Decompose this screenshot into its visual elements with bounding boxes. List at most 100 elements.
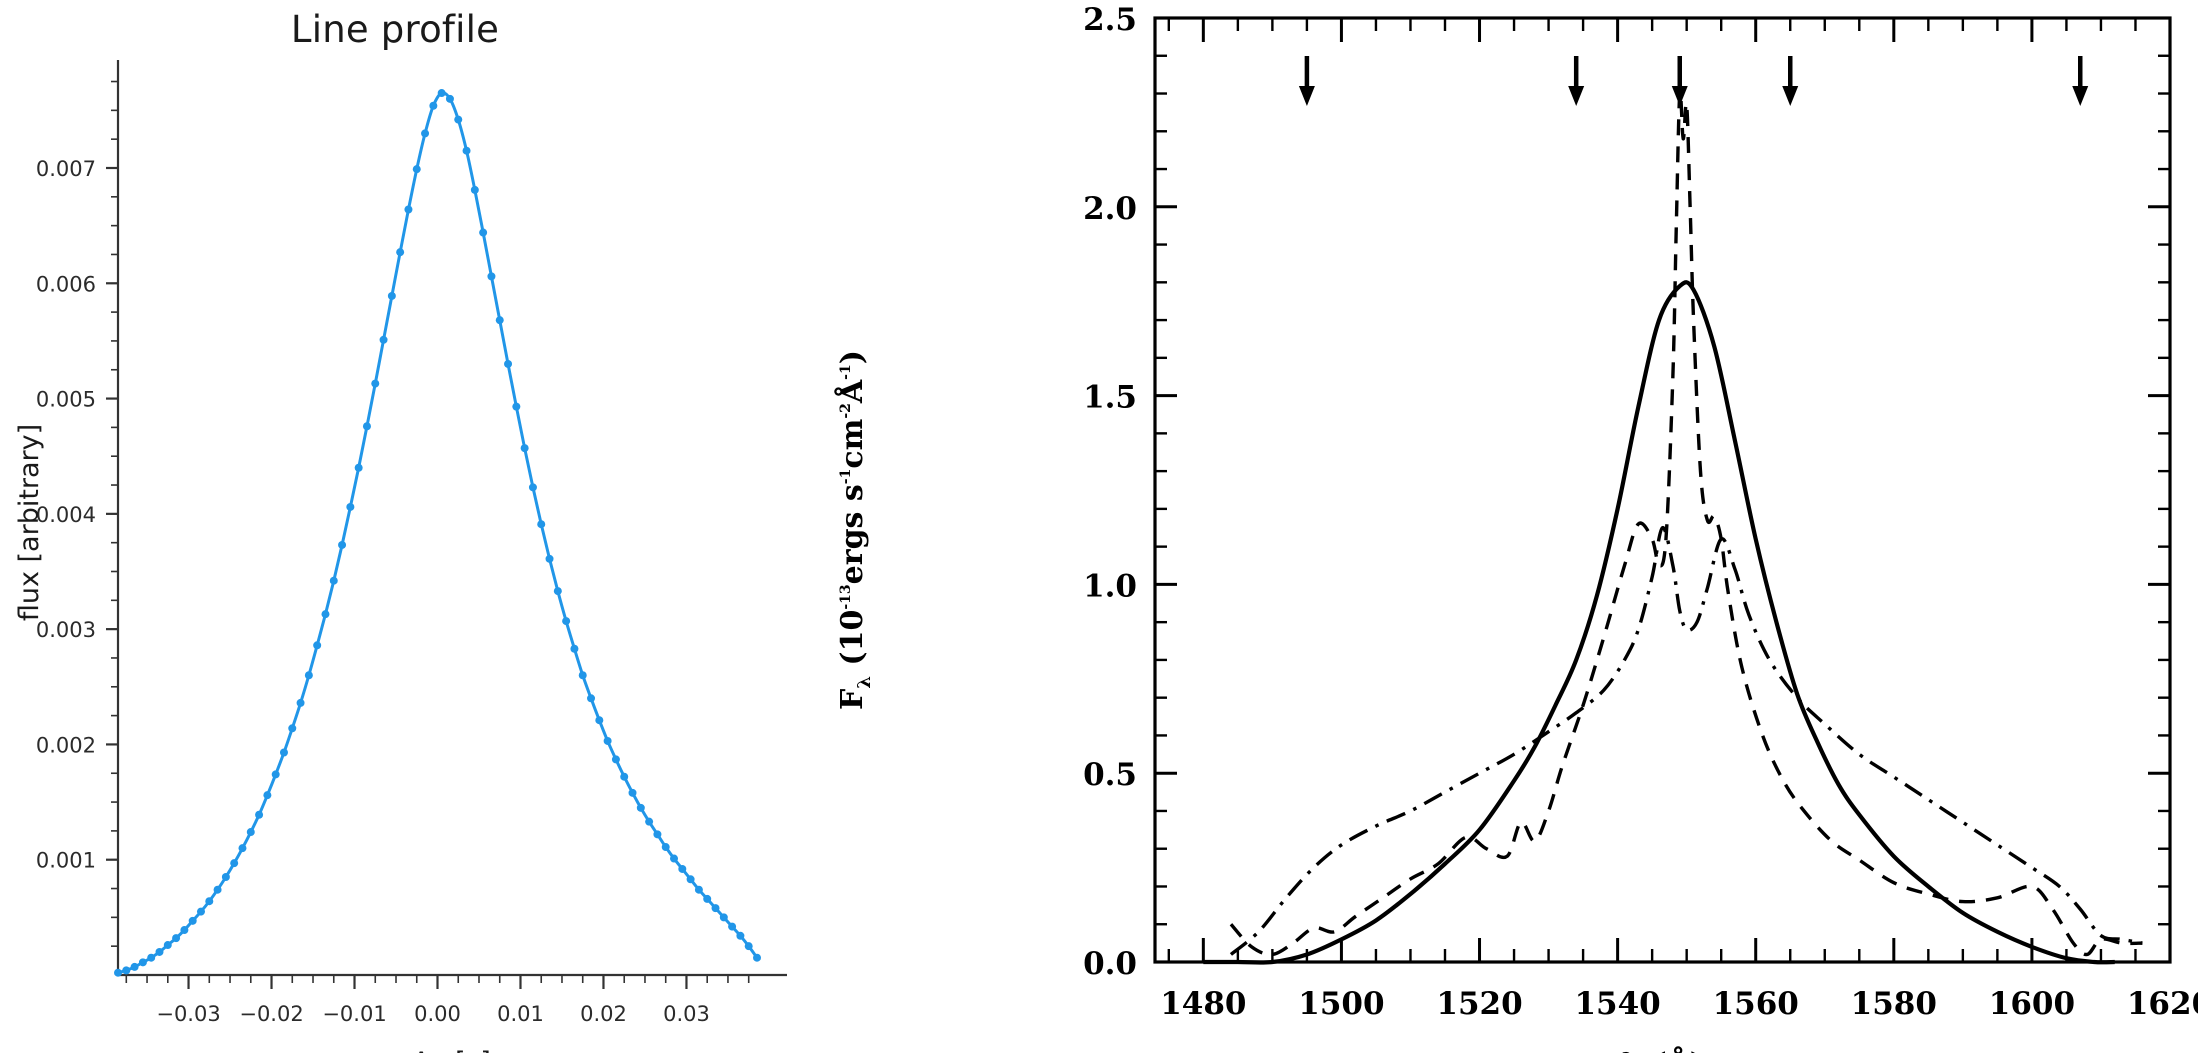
x-tick-label: 0.02	[580, 1002, 627, 1026]
x-tick-label: 1520	[1436, 986, 1522, 1022]
arrow-head	[1782, 86, 1799, 106]
data-point	[736, 931, 745, 940]
data-point	[462, 146, 471, 155]
x-tick-label: 1620	[2127, 986, 2198, 1022]
data-point	[470, 185, 479, 194]
line-profile-chart: 0.001 0.002 0.003 0.004 0.005 0.006 0.007 −0.03…	[14, 60, 787, 1053]
data-point	[155, 947, 164, 956]
data-point	[694, 885, 703, 894]
data-point	[213, 885, 222, 894]
y-tick-label: 0.006	[36, 272, 96, 296]
data-point	[553, 587, 562, 596]
flux-spectrum-chart: 0.0 0.5 1.0 1.5 2.0 2.5 1480 1500 1520 1540 1560 15…	[834, 2, 2198, 1053]
data-point	[230, 859, 239, 868]
data-point	[620, 772, 629, 781]
data-point	[338, 540, 347, 549]
data-point	[678, 864, 687, 873]
data-point	[221, 873, 230, 882]
data-point	[686, 875, 695, 884]
data-point	[138, 958, 147, 967]
y-tick-label: 0.003	[36, 618, 96, 642]
data-point	[122, 966, 131, 975]
data-point	[437, 89, 446, 98]
svg-text:Fλ (10-13ergs s-1cm-2Å-1): Fλ (10-13ergs s-1cm-2Å-1)	[834, 350, 875, 710]
data-point	[172, 934, 181, 943]
data-point	[412, 165, 421, 174]
data-point	[130, 962, 139, 971]
data-point	[246, 828, 255, 837]
y-tick-label: 0.004	[36, 503, 96, 527]
data-point	[454, 115, 463, 124]
x-tick-label: −0.01	[322, 1002, 386, 1026]
data-point	[114, 968, 122, 977]
data-point	[711, 904, 720, 913]
data-point	[279, 748, 288, 757]
x-tick-label: 0.03	[663, 1002, 710, 1026]
data-point	[512, 402, 521, 411]
x-tick-label: 1560	[1713, 986, 1799, 1022]
data-point	[321, 610, 330, 619]
y-tick-label: 2.5	[1083, 2, 1137, 38]
y-tick-label: 2.0	[1083, 191, 1137, 227]
data-point	[188, 916, 197, 925]
data-point	[304, 671, 313, 680]
y-axis-label: Fλ (10-13ergs s-1cm-2Å-1)	[834, 350, 875, 710]
x-tick-label: −0.02	[239, 1002, 303, 1026]
data-point	[504, 359, 513, 368]
data-point	[421, 129, 430, 138]
data-point	[537, 520, 546, 529]
x-tick-label: −0.03	[156, 1002, 220, 1026]
left-chart-panel: Line profile 0.001 0.002 0.003 0.004 0.005 0.…	[0, 0, 790, 1053]
data-point	[528, 483, 537, 492]
data-point	[753, 953, 761, 962]
data-point	[329, 576, 338, 585]
data-point	[288, 724, 297, 733]
page-title: Line profile	[290, 8, 500, 51]
arrow-head	[1568, 86, 1585, 106]
y-tick-label: 0.002	[36, 733, 96, 757]
data-point	[653, 830, 662, 839]
data-point	[163, 941, 172, 950]
y-tick-label: 0.0	[1083, 946, 1137, 982]
data-point	[346, 502, 355, 511]
data-point	[719, 913, 728, 922]
data-point	[263, 791, 272, 800]
data-point	[661, 843, 670, 852]
arrow-head	[2072, 86, 2089, 106]
data-point	[479, 228, 488, 237]
data-point	[238, 844, 247, 853]
data-point	[611, 755, 620, 764]
data-point	[379, 335, 388, 344]
data-point	[313, 641, 322, 650]
data-point	[595, 716, 604, 725]
y-tick-label: 1.5	[1083, 380, 1137, 416]
data-point	[429, 101, 438, 110]
y-tick-label: 1.0	[1083, 568, 1137, 604]
x-tick-label: 1500	[1298, 986, 1384, 1022]
plot-frame	[1153, 16, 2172, 964]
line-identification-arrows	[1298, 56, 2089, 106]
y-axis-label: flux [arbitrary]	[14, 424, 45, 621]
data-point	[445, 94, 454, 103]
x-axis-label: Δv [c]	[412, 1047, 491, 1053]
x-tick-label: 1600	[1989, 986, 2075, 1022]
data-point	[404, 205, 413, 214]
data-point	[180, 926, 189, 935]
y-tick-label: 0.007	[36, 157, 96, 181]
data-point	[570, 644, 579, 653]
data-point	[578, 671, 587, 680]
x-tick-label: 0.01	[497, 1002, 544, 1026]
data-point	[703, 894, 712, 903]
data-point	[562, 617, 571, 626]
data-point	[520, 444, 529, 453]
data-point	[296, 698, 305, 707]
data-point	[255, 810, 264, 819]
data-point	[670, 854, 679, 863]
x-tick-label: 1580	[1851, 986, 1937, 1022]
y-tick-label: 0.5	[1083, 757, 1137, 793]
data-point	[205, 897, 214, 906]
data-point	[387, 291, 396, 300]
data-point	[728, 922, 737, 931]
data-point	[603, 736, 612, 745]
